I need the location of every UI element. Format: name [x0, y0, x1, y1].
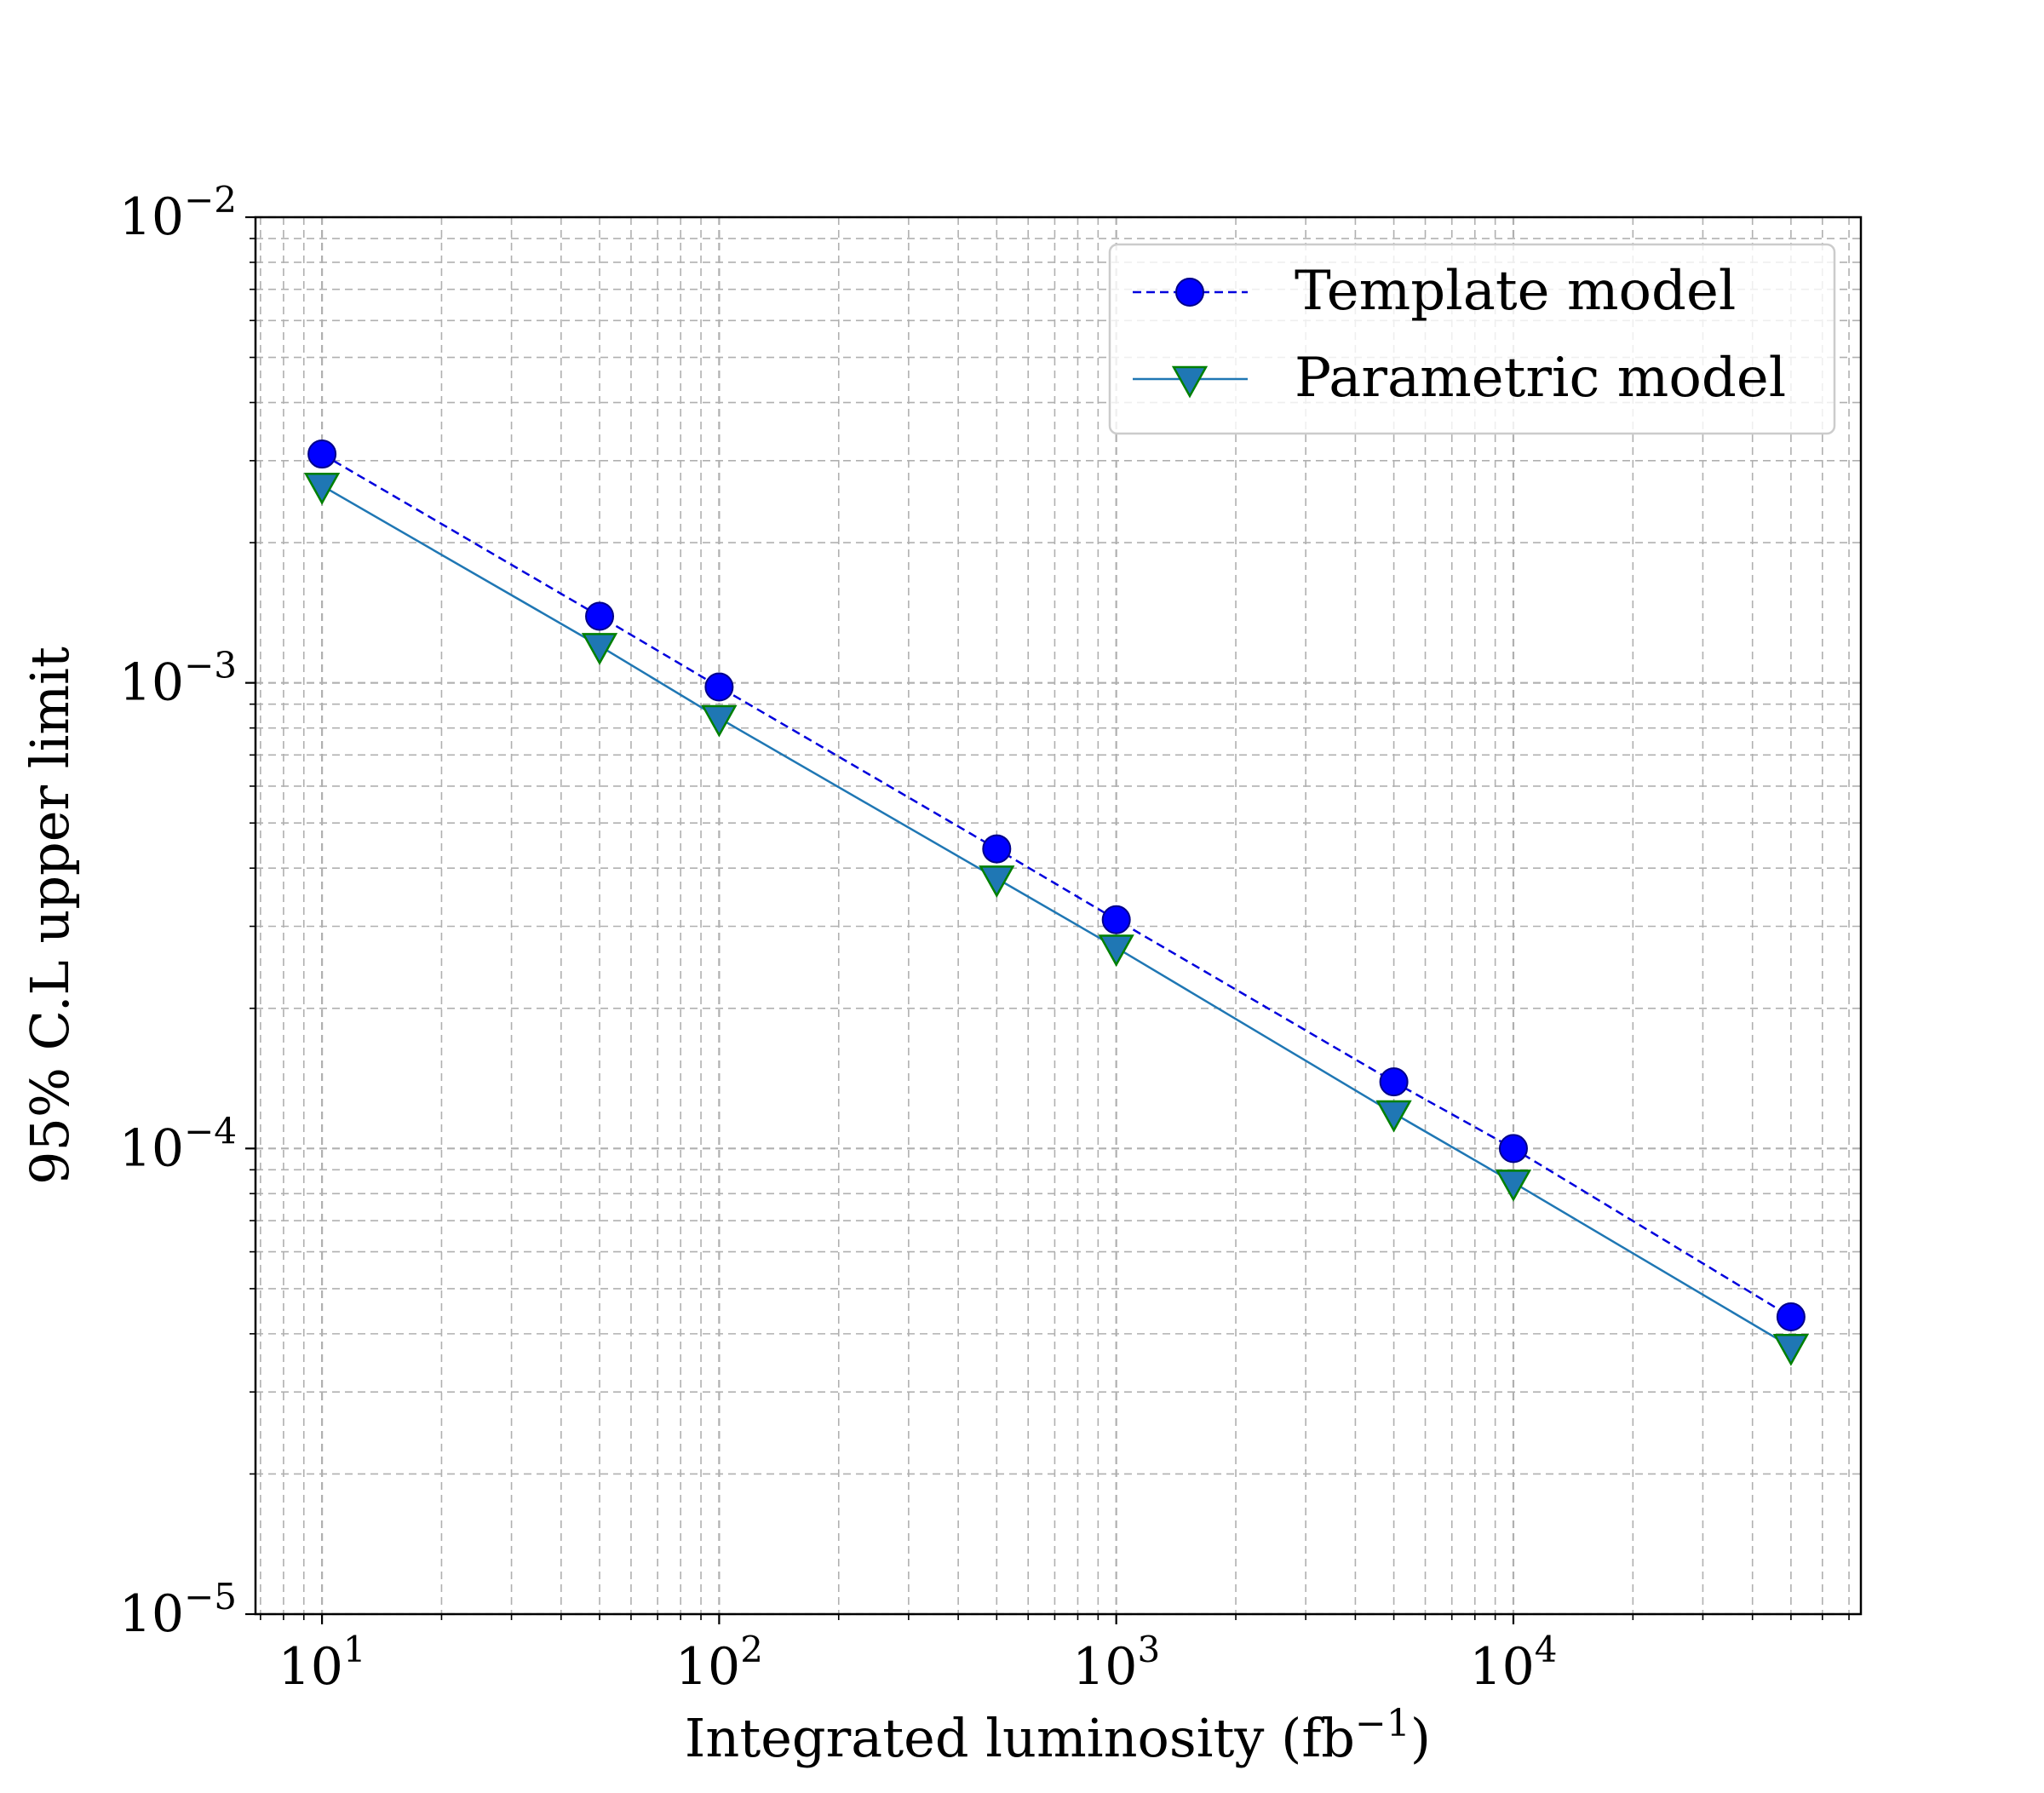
- series-line-1: [321, 485, 1792, 1348]
- parametric-point: [1495, 1169, 1532, 1202]
- template-point: [704, 672, 734, 702]
- template-point: [1101, 905, 1131, 934]
- parametric-point: [1375, 1100, 1412, 1133]
- legend-parametric-marker: [1171, 365, 1209, 399]
- parametric-point: [1098, 934, 1134, 968]
- x-axis-label: Integrated luminosity (fb−1): [685, 1702, 1431, 1769]
- template-point: [1379, 1067, 1409, 1097]
- series-layer: [303, 440, 1810, 1366]
- template-point: [307, 440, 337, 469]
- y-axis-label: 95% C.L upper limit: [19, 647, 81, 1185]
- legend: Template model Parametric model: [1108, 243, 1836, 435]
- series-line-0: [321, 452, 1792, 1319]
- parametric-point: [979, 865, 1015, 898]
- parametric-point: [581, 633, 618, 665]
- legend-template-marker: [1175, 278, 1204, 307]
- legend-parametric-label: Parametric model: [1295, 347, 1786, 410]
- y-tick-label: 10−4: [119, 1110, 237, 1178]
- y-tick-label: 10−5: [119, 1576, 237, 1644]
- x-tick-label: 103: [1072, 1629, 1160, 1697]
- legend-frame: [1108, 243, 1836, 435]
- axes-frame: [254, 216, 1863, 1616]
- y-tick-label: 10−3: [119, 645, 237, 713]
- parametric-point: [1772, 1333, 1810, 1366]
- x-tick-label: 104: [1469, 1629, 1557, 1697]
- x-tick-label: 102: [675, 1629, 763, 1697]
- parametric-point: [701, 704, 738, 738]
- ticks: 101 102 103 104 10−5 10−4 10−3 10−2: [119, 179, 1850, 1697]
- template-point: [1776, 1302, 1806, 1331]
- x-tick-label: 101: [278, 1629, 366, 1697]
- legend-template-label: Template model: [1295, 260, 1736, 323]
- template-point: [585, 601, 615, 631]
- parametric-point: [303, 473, 341, 505]
- template-point: [982, 834, 1012, 864]
- template-point: [1498, 1134, 1528, 1164]
- y-tick-label: 10−2: [119, 179, 237, 247]
